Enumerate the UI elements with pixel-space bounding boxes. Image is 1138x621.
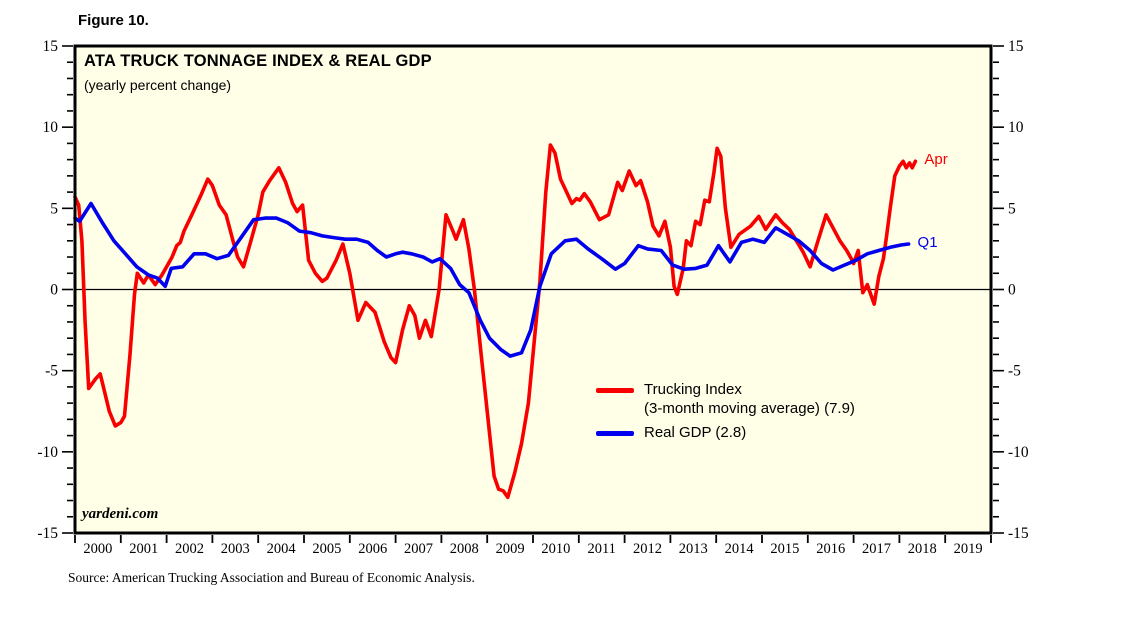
x-axis-year-label: 2017 — [862, 541, 891, 557]
x-axis-year-label: 2010 — [541, 541, 570, 557]
y-axis-label-left: 0 — [50, 282, 58, 299]
source-note: Source: American Trucking Association an… — [68, 570, 475, 585]
trucking-index-legend-sublabel: (3-month moving average) (7.9) — [644, 400, 855, 417]
trucking-index-end-label: Apr — [924, 151, 948, 169]
real-gdp-legend-label: Real GDP (2.8) — [644, 424, 747, 441]
x-axis-year-label: 2006 — [358, 541, 387, 557]
watermark-yardeni: yardeni.com — [82, 506, 159, 522]
trucking-index-legend-swatch — [596, 388, 634, 393]
y-axis-label-left: -15 — [37, 525, 58, 542]
plot-frame — [73, 44, 993, 535]
x-axis-year-label: 2007 — [404, 541, 433, 557]
y-axis-label-right: -5 — [1008, 363, 1021, 380]
x-axis-year-label: 2004 — [267, 541, 297, 557]
trucking-index-legend-label: Trucking Index — [644, 381, 742, 398]
x-axis-year-label: 2000 — [83, 541, 112, 557]
legend-row-gdp: Real GDP (2.8) — [596, 423, 855, 442]
y-axis-label-right: -15 — [1008, 525, 1029, 542]
x-axis-year-label: 2012 — [633, 541, 662, 557]
x-axis-year-label: 2003 — [221, 541, 250, 557]
y-axis-label-right: -10 — [1008, 444, 1029, 461]
y-axis-label-left: -5 — [45, 363, 58, 380]
x-axis-year-label: 2014 — [725, 541, 755, 557]
x-axis-year-label: 2011 — [587, 541, 615, 557]
x-axis-year-label: 2001 — [129, 541, 158, 557]
x-axis-year-label: 2008 — [450, 541, 479, 557]
x-axis-year-label: 2019 — [954, 541, 983, 557]
y-axis-label-left: 5 — [50, 200, 58, 217]
x-axis-year-label: 2002 — [175, 541, 204, 557]
real-gdp-legend-swatch — [596, 431, 634, 436]
figure-label: Figure 10. — [78, 12, 149, 29]
x-axis-year-label: 2015 — [770, 541, 799, 557]
real-gdp-end-label: Q1 — [917, 234, 938, 252]
y-axis-label-left: -10 — [37, 444, 58, 461]
y-axis-label-right: 5 — [1008, 200, 1016, 217]
y-axis-label-right: 10 — [1008, 119, 1024, 136]
x-axis-year-label: 2009 — [496, 541, 525, 557]
x-axis-year-label: 2016 — [816, 541, 845, 557]
chart-legend: Trucking Index (3-month moving average) … — [596, 380, 855, 442]
y-axis-label-left: 15 — [43, 38, 59, 55]
chart-title: ATA TRUCK TONNAGE INDEX & REAL GDP — [84, 52, 432, 70]
x-axis-year-label: 2013 — [679, 541, 708, 557]
x-axis-year-label: 2018 — [908, 541, 937, 557]
real-gdp-line — [73, 201, 911, 358]
legend-row-trucking: Trucking Index — [596, 380, 855, 399]
x-axis-year-label: 2005 — [312, 541, 341, 557]
y-axis-label-left: 10 — [43, 119, 59, 136]
y-axis-label-right: 0 — [1008, 282, 1016, 299]
chart-subtitle: (yearly percent change) — [84, 77, 232, 93]
y-axis-label-right: 15 — [1008, 38, 1024, 55]
